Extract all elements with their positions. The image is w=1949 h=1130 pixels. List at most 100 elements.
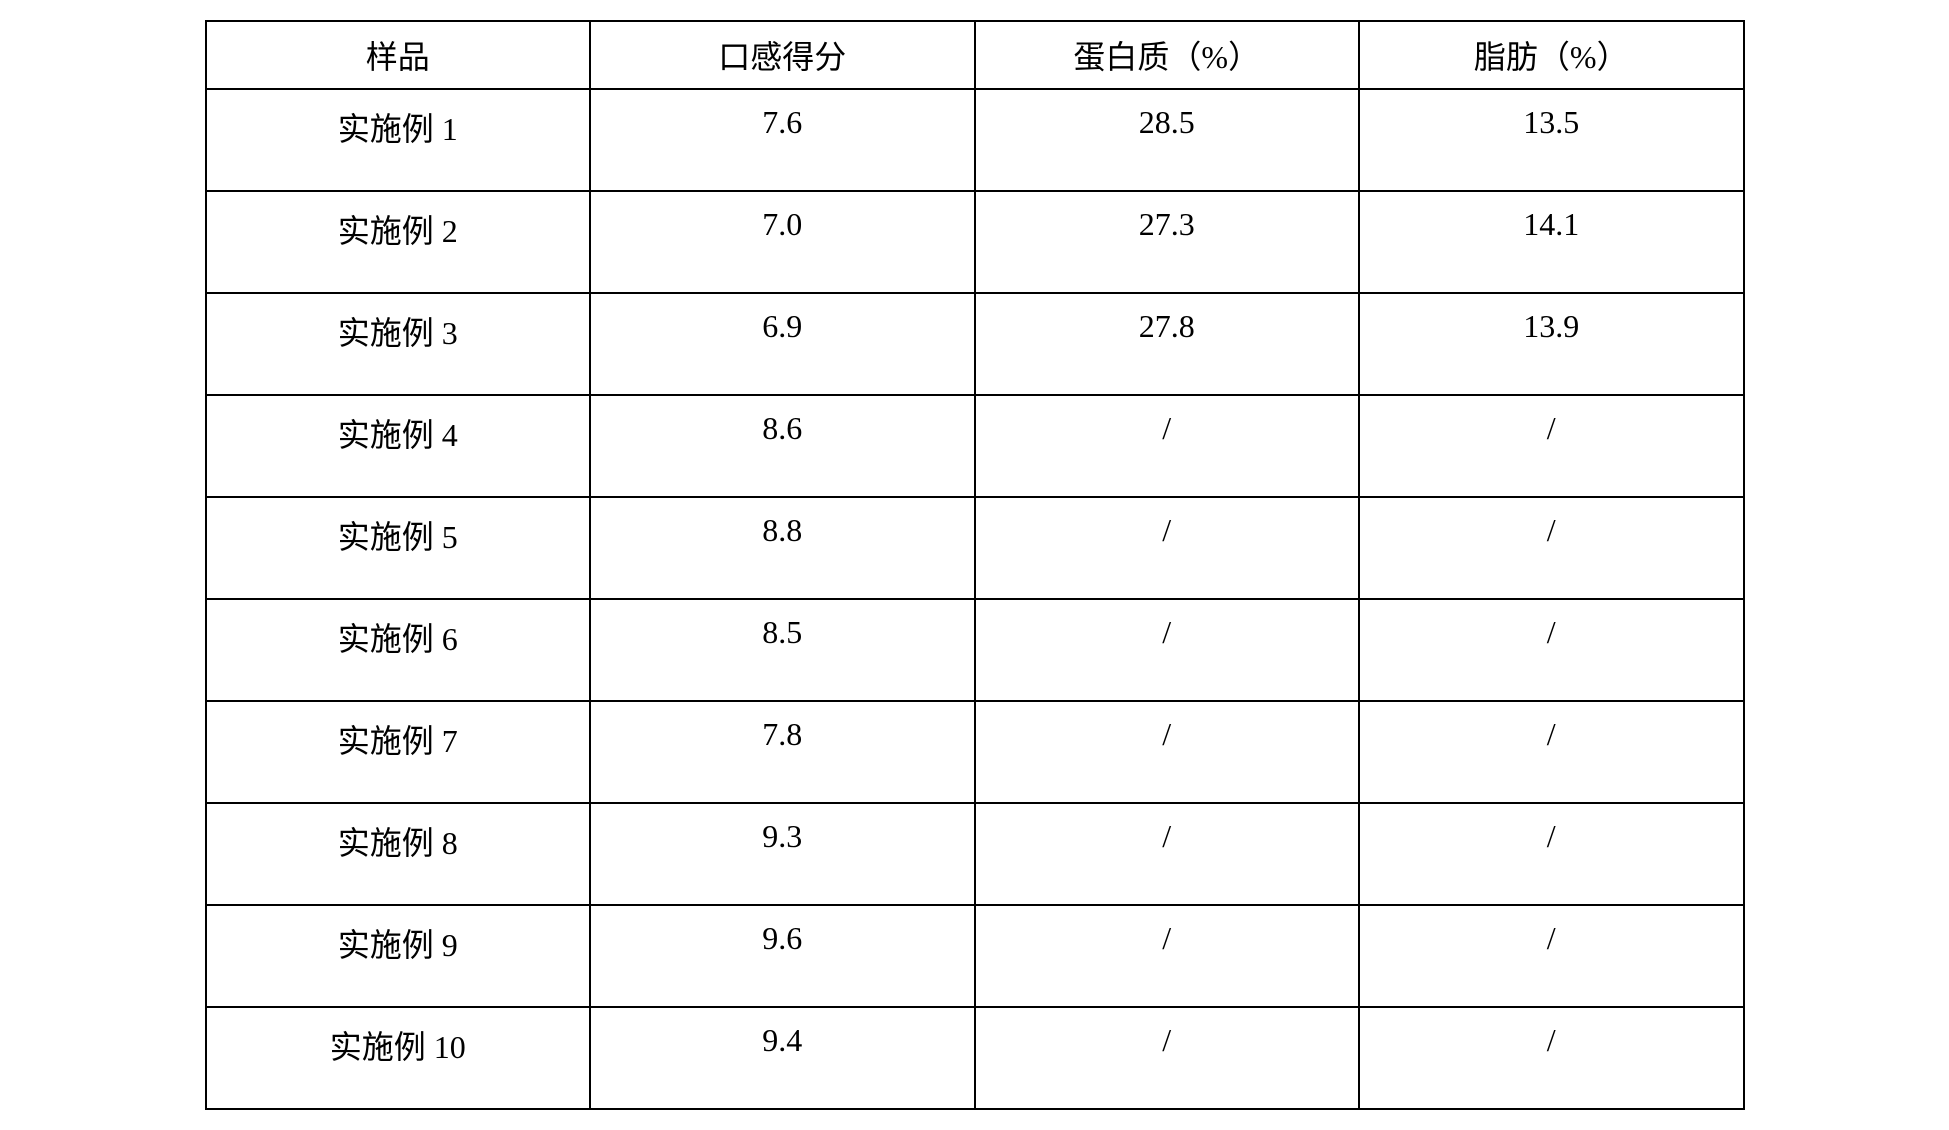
col-header-sample-text: 样品 [207, 22, 590, 88]
cell-text: 13.9 [1360, 294, 1743, 394]
cell-text: / [976, 702, 1359, 802]
cell-sample: 实施例 6 [206, 599, 591, 701]
cell-taste: 7.8 [590, 701, 975, 803]
cell-text: 实施例 2 [207, 192, 590, 292]
cell-text: 实施例 3 [207, 294, 590, 394]
cell-text: / [976, 396, 1359, 496]
table-row: 实施例 2 7.0 27.3 14.1 [206, 191, 1744, 293]
cell-text: 实施例 7 [207, 702, 590, 802]
cell-sample: 实施例 1 [206, 89, 591, 191]
cell-text: 实施例 1 [207, 90, 590, 190]
cell-text: 6.9 [591, 294, 974, 394]
cell-text: 实施例 6 [207, 600, 590, 700]
cell-text: / [976, 804, 1359, 904]
cell-fat: / [1359, 803, 1744, 905]
cell-text: 9.6 [591, 906, 974, 1006]
cell-text: / [976, 600, 1359, 700]
cell-protein: / [975, 701, 1360, 803]
cell-text: 8.6 [591, 396, 974, 496]
col-header-sample: 样品 [206, 21, 591, 89]
cell-protein: 27.3 [975, 191, 1360, 293]
cell-text: / [1360, 396, 1743, 496]
header-row: 样品 口感得分 蛋白质（%） 脂肪（%） [206, 21, 1744, 89]
col-header-taste-text: 口感得分 [591, 22, 974, 88]
cell-text: / [976, 498, 1359, 598]
cell-sample: 实施例 8 [206, 803, 591, 905]
table-row: 实施例 6 8.5 / / [206, 599, 1744, 701]
cell-sample: 实施例 2 [206, 191, 591, 293]
cell-protein: / [975, 803, 1360, 905]
cell-text: 14.1 [1360, 192, 1743, 292]
cell-text: 28.5 [976, 90, 1359, 190]
cell-text: 9.3 [591, 804, 974, 904]
cell-taste: 8.8 [590, 497, 975, 599]
table-row: 实施例 7 7.8 / / [206, 701, 1744, 803]
cell-sample: 实施例 10 [206, 1007, 591, 1109]
cell-fat: 13.9 [1359, 293, 1744, 395]
cell-taste: 9.6 [590, 905, 975, 1007]
cell-fat: / [1359, 497, 1744, 599]
cell-protein: / [975, 599, 1360, 701]
cell-taste: 8.5 [590, 599, 975, 701]
cell-text: / [976, 906, 1359, 1006]
cell-text: 实施例 5 [207, 498, 590, 598]
cell-sample: 实施例 5 [206, 497, 591, 599]
table-header: 样品 口感得分 蛋白质（%） 脂肪（%） [206, 21, 1744, 89]
cell-text: / [1360, 600, 1743, 700]
cell-sample: 实施例 7 [206, 701, 591, 803]
data-table: 样品 口感得分 蛋白质（%） 脂肪（%） 实施例 1 7.6 28.5 13.5… [205, 20, 1745, 1110]
cell-fat: / [1359, 1007, 1744, 1109]
cell-fat: / [1359, 395, 1744, 497]
cell-taste: 7.0 [590, 191, 975, 293]
cell-fat: / [1359, 905, 1744, 1007]
cell-text: 27.3 [976, 192, 1359, 292]
cell-text: 实施例 10 [207, 1008, 590, 1108]
table-row: 实施例 1 7.6 28.5 13.5 [206, 89, 1744, 191]
cell-text: / [1360, 804, 1743, 904]
cell-text: / [976, 1008, 1359, 1108]
cell-fat: 14.1 [1359, 191, 1744, 293]
cell-text: / [1360, 702, 1743, 802]
cell-text: 8.8 [591, 498, 974, 598]
cell-sample: 实施例 4 [206, 395, 591, 497]
col-header-taste: 口感得分 [590, 21, 975, 89]
cell-text: 7.6 [591, 90, 974, 190]
cell-text: 7.0 [591, 192, 974, 292]
cell-protein: / [975, 1007, 1360, 1109]
cell-text: / [1360, 906, 1743, 1006]
cell-text: 13.5 [1360, 90, 1743, 190]
cell-taste: 9.4 [590, 1007, 975, 1109]
cell-text: 实施例 8 [207, 804, 590, 904]
cell-protein: 27.8 [975, 293, 1360, 395]
cell-text: / [1360, 1008, 1743, 1108]
cell-fat: / [1359, 599, 1744, 701]
cell-fat: / [1359, 701, 1744, 803]
cell-text: 7.8 [591, 702, 974, 802]
cell-protein: 28.5 [975, 89, 1360, 191]
cell-taste: 6.9 [590, 293, 975, 395]
cell-taste: 7.6 [590, 89, 975, 191]
col-header-fat-text: 脂肪（%） [1360, 22, 1743, 88]
cell-sample: 实施例 3 [206, 293, 591, 395]
cell-text: 9.4 [591, 1008, 974, 1108]
col-header-protein: 蛋白质（%） [975, 21, 1360, 89]
table-body: 实施例 1 7.6 28.5 13.5 实施例 2 7.0 27.3 14.1 … [206, 89, 1744, 1109]
cell-text: 实施例 9 [207, 906, 590, 1006]
col-header-protein-text: 蛋白质（%） [976, 22, 1359, 88]
table-row: 实施例 9 9.6 / / [206, 905, 1744, 1007]
table-row: 实施例 10 9.4 / / [206, 1007, 1744, 1109]
cell-protein: / [975, 395, 1360, 497]
cell-taste: 9.3 [590, 803, 975, 905]
cell-protein: / [975, 497, 1360, 599]
table-row: 实施例 3 6.9 27.8 13.9 [206, 293, 1744, 395]
table-row: 实施例 5 8.8 / / [206, 497, 1744, 599]
cell-text: / [1360, 498, 1743, 598]
cell-text: 27.8 [976, 294, 1359, 394]
cell-taste: 8.6 [590, 395, 975, 497]
cell-protein: / [975, 905, 1360, 1007]
col-header-fat: 脂肪（%） [1359, 21, 1744, 89]
cell-text: 实施例 4 [207, 396, 590, 496]
cell-fat: 13.5 [1359, 89, 1744, 191]
cell-text: 8.5 [591, 600, 974, 700]
table-container: 样品 口感得分 蛋白质（%） 脂肪（%） 实施例 1 7.6 28.5 13.5… [205, 20, 1745, 1110]
